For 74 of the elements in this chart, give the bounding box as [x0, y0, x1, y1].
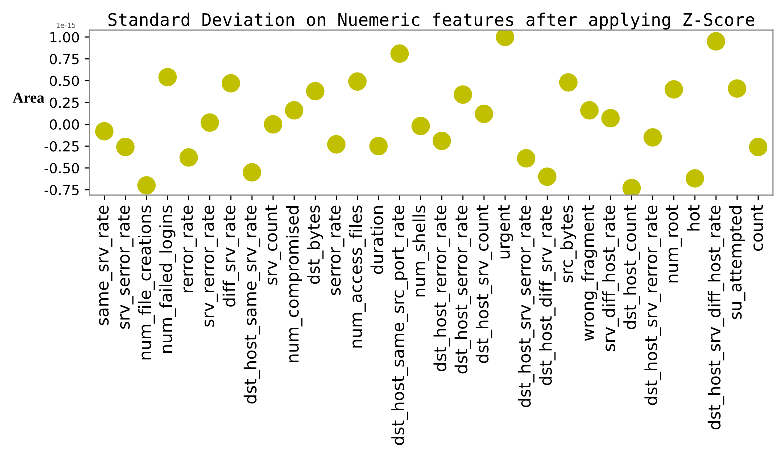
- point: [538, 168, 557, 186]
- y-tick-label: 0.75: [50, 54, 79, 65]
- x-tick-label: dst_bytes: [307, 206, 324, 284]
- point: [475, 104, 494, 124]
- point: [222, 74, 240, 93]
- point: [200, 114, 220, 132]
- point: [432, 132, 452, 150]
- point: [306, 82, 325, 101]
- point: [412, 117, 430, 136]
- point: [348, 72, 367, 91]
- x-tick-label: num_compromised: [286, 206, 303, 362]
- x-tick-label: src_bytes: [560, 206, 577, 283]
- chart-title: Standard Deviation on Nuemeric features after applying Z-Score: [108, 12, 755, 30]
- point: [644, 128, 662, 147]
- point: [707, 32, 726, 51]
- y-axis-title: Area: [12, 92, 44, 104]
- x-tick-label: su_attempted: [729, 206, 746, 320]
- point: [602, 109, 620, 128]
- x-tick-label: dst_host_srv_serror_rate: [518, 206, 535, 408]
- x-tick-label: srv_serror_rate: [118, 206, 134, 330]
- y-tick-label: 0.50: [50, 76, 80, 86]
- point: [285, 101, 304, 120]
- point: [243, 163, 262, 182]
- x-tick-label: num_file_creations: [138, 206, 156, 360]
- x-tick-label: srv_count: [266, 205, 282, 285]
- x-tick-label: rerror_rate: [181, 206, 198, 292]
- x-tick-label: serror_rate: [329, 206, 345, 296]
- x-tick-label: dst_host_same_src_port_rate: [392, 206, 408, 446]
- y-tick-label: 0.25: [50, 98, 79, 108]
- point: [749, 138, 768, 156]
- x-tick-label: dst_host_same_srv_rate: [244, 206, 261, 404]
- y-tick-label: -0.25: [44, 141, 79, 152]
- x-tick-label: duration: [370, 206, 384, 274]
- point: [390, 44, 410, 64]
- x-tick-label: diff_srv_rate: [222, 206, 240, 307]
- x-tick-label: dst_host_count: [624, 205, 640, 330]
- x-tick-label: num_failed_logins: [160, 206, 176, 353]
- x-tick-label: dst_host_serror_rate: [454, 206, 472, 374]
- x-tick-label: num_root: [666, 205, 682, 283]
- y-tick-label: 1.00: [50, 32, 80, 43]
- point: [95, 122, 114, 141]
- point: [728, 80, 747, 98]
- x-tick-label: num_shells: [412, 206, 430, 297]
- point: [517, 149, 536, 168]
- point: [180, 148, 198, 167]
- point: [327, 135, 346, 154]
- point: [622, 179, 642, 196]
- point: [454, 86, 472, 104]
- point: [116, 138, 135, 156]
- point: [370, 137, 388, 156]
- point: [686, 169, 704, 188]
- y-tick-label: -0.50: [44, 163, 80, 174]
- point: [664, 80, 684, 99]
- y-tick-label: -0.75: [44, 184, 79, 196]
- x-tick-label: srv_diff_host_rate: [602, 206, 620, 352]
- x-tick-label: urgent: [498, 205, 514, 259]
- x-tick-label: srv_rerror_rate: [202, 206, 218, 327]
- x-tick-label: num_access_files: [349, 206, 366, 348]
- point: [158, 68, 178, 87]
- x-tick-label: dst_host_srv_count: [476, 205, 493, 364]
- x-tick-label: dst_host_srv_rerror_rate: [644, 206, 662, 406]
- x-tick-label: dst_host_srv_diff_host_rate: [708, 206, 725, 430]
- point: [264, 115, 283, 134]
- x-tick-label: dst_host_diff_srv_rate: [539, 206, 556, 386]
- x-tick-label: count: [751, 205, 764, 252]
- x-tick-label: hot: [687, 205, 700, 231]
- point: [559, 73, 578, 92]
- x-tick-label: wrong_fragment: [581, 205, 598, 342]
- x-tick-label: dst_host_rerror_rate: [434, 206, 450, 372]
- y-tick-label: 0.00: [50, 120, 80, 130]
- point: [496, 30, 515, 46]
- point: [580, 101, 599, 120]
- x-tick-label: same_srv_rate: [97, 206, 113, 326]
- point: [138, 176, 156, 195]
